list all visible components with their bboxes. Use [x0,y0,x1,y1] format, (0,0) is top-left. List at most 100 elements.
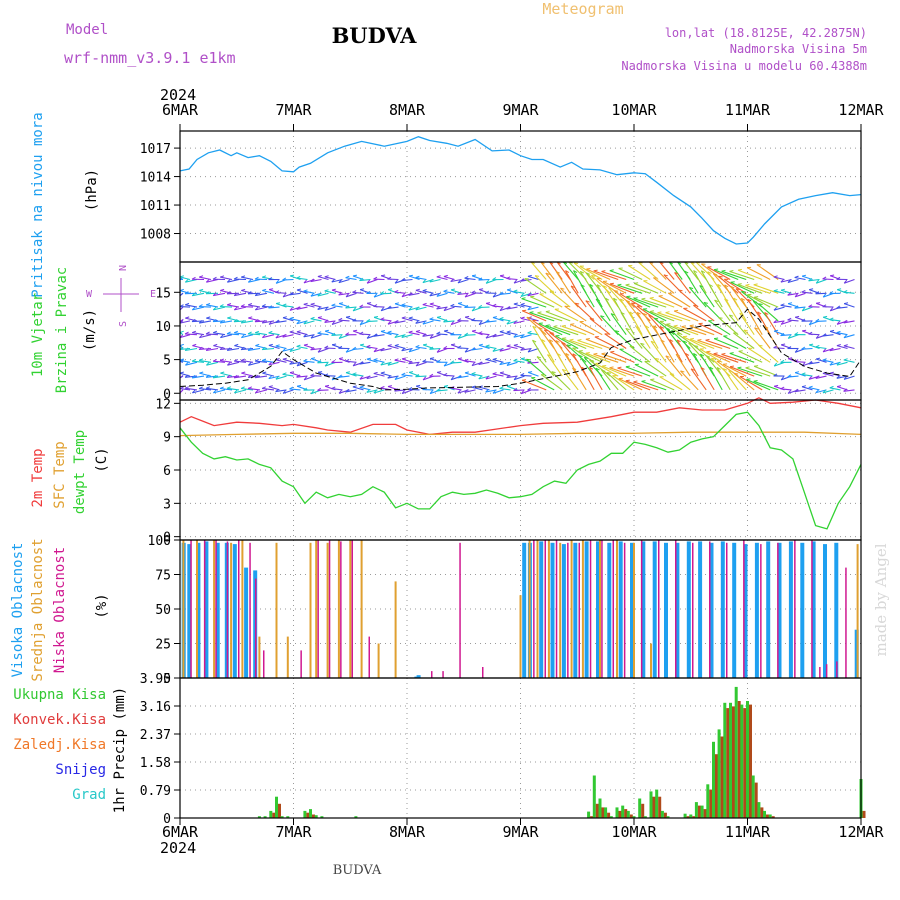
wind-barb-head [815,334,820,339]
wind-barb-head [499,348,503,352]
cloud-bar-low_cloud [351,540,353,678]
wind-barb-head [757,311,762,315]
wind-compass: N W E S [86,265,156,327]
wind-barb-head [303,289,308,292]
precip-total-bar [689,814,693,818]
wind-barb [310,334,322,339]
wind-barb-head [436,316,442,318]
wind-barb [609,270,635,281]
wind-barb-head [184,331,189,335]
wind-barb-head [373,333,378,337]
wind-barb-head [213,343,218,347]
cloud-bar-high_cloud [573,542,578,678]
cloud-bar-mid_cloud [349,540,352,678]
wind-barb [261,305,275,308]
cloud-bar-low_cloud [589,540,592,678]
wind-barb [673,310,699,322]
x-tick-label-bottom: 12MAR [838,823,884,841]
wind-barb-head [430,357,435,359]
wind-barb [626,296,651,308]
wind-barb [801,373,813,377]
wind-barb [836,306,848,309]
wind-barb [628,265,651,280]
wind-barb [609,283,635,294]
wind-barb [179,359,191,363]
wind-barb [255,292,268,297]
wind-barb-head [808,304,813,308]
wind-barb-head [240,386,245,389]
wind-barb-head [714,337,719,340]
wind-barb-head [394,344,399,347]
precip-tick-label: 0 [163,812,171,827]
wind-barb [345,389,357,393]
compass-n: N [118,265,129,271]
wind-barb-head [513,289,518,292]
wind-barb [538,322,563,336]
wind-barb [527,332,539,336]
wind-barb [179,276,191,281]
wind-barb [262,347,275,351]
wind-barb-head [478,321,482,325]
wind-barb-head [585,272,590,275]
wind-barb [345,277,357,281]
wind-barb [843,359,855,363]
cloud-bar-mid_cloud [309,542,312,678]
cloud-bar-low_cloud [482,667,484,678]
cloud-tick-label: 50 [155,603,171,618]
wind-barb [506,277,518,281]
wind-barb-head [254,358,259,362]
wind-speed-line [179,308,862,391]
wind-barb-head [464,348,468,353]
wind-barb [262,289,275,294]
cloud-bar-low_cloud [263,650,265,678]
precip-convective-bar [601,807,605,818]
wind-barb-head [261,319,266,324]
wind-barbs-group [179,261,855,395]
wind-barb-head [709,366,714,370]
wind-barb [401,389,413,395]
wind-barb [539,293,563,308]
wind-barb-head [394,376,398,380]
wind-barb-head [380,307,384,312]
wind-barb [659,376,683,391]
cloud-bar-low_cloud [692,542,694,678]
wind-barb [185,387,198,391]
precip-legend-frozen: Zaledj.Kisa [13,737,106,753]
wind-barb-head [773,306,778,311]
wind-barb-head [241,275,246,278]
cloud-bar-low_cloud [544,540,546,678]
wind-barb-head [234,330,239,334]
wind-barb-head [787,302,793,305]
wind-barb-head [753,283,758,286]
wind-barb-head [226,386,231,389]
wind-barb-head [268,305,273,309]
cloud-bar-mid_cloud [286,636,289,678]
wind-barb-head [324,319,329,323]
wind-barb [614,330,635,349]
wind-barb-head [780,359,785,363]
wind-barb-head [537,311,542,314]
wind-barb [721,270,747,281]
wind-barb-head [282,316,287,319]
wind-barb [699,348,723,363]
temp-tick-label: 9 [163,431,171,446]
wind-barb-head [185,302,190,306]
wind-barb [394,359,406,363]
wind-barb-head [808,376,813,380]
wind-barb [561,325,587,336]
wind-barb [520,389,532,395]
wind-barb-head [205,291,210,295]
wind-barb [199,334,212,339]
precip-total-bar [275,796,278,818]
wind-barb-head [802,329,807,332]
wind-barb [408,388,420,391]
precip-convective-bar [697,805,701,818]
cloud-bar-high_cloud [215,542,220,678]
cloud-bar-high_cloud [811,541,816,678]
wind-barb-head [815,389,820,393]
wind-barb-head [247,279,252,283]
wind-barb-head [289,291,294,296]
wind-barb-head [366,318,371,323]
cloud-bar-low_cloud [760,544,762,678]
wind-barb [665,355,683,377]
